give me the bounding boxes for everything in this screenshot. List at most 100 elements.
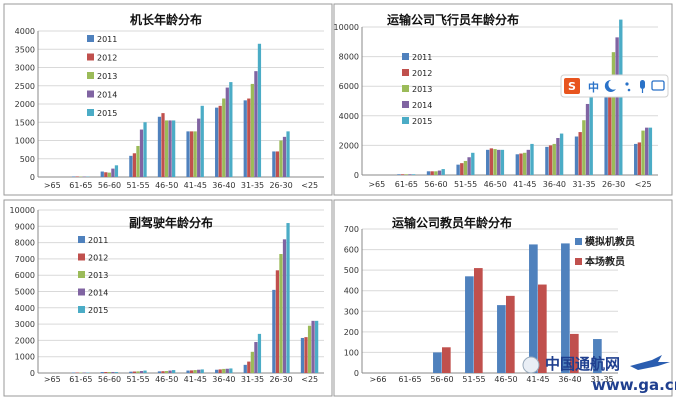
bar (225, 368, 229, 373)
bar (161, 113, 165, 177)
bar (143, 122, 147, 177)
bar (286, 131, 290, 177)
y-tick-label: 300 (344, 307, 359, 316)
y-tick-label: 0 (354, 171, 359, 180)
y-tick-label: 4000 (15, 304, 35, 313)
y-tick-label: 8000 (15, 239, 35, 248)
bar (442, 347, 451, 373)
y-tick-label: 1500 (15, 118, 35, 127)
punctuation-icon[interactable] (625, 82, 629, 86)
bar (526, 149, 531, 175)
bar (493, 149, 497, 175)
chart-panel-2: 0 2000 4000 6000 8000 10000 >65 61-65 56-60 51-55… (333, 3, 673, 196)
bar (522, 152, 527, 175)
y-tick-label: 7000 (15, 255, 35, 264)
x-tick-label: 61-65 (395, 180, 418, 189)
bar (168, 370, 172, 373)
bar (578, 132, 582, 175)
bar (500, 149, 505, 175)
bar (433, 352, 442, 373)
bar (257, 43, 262, 178)
chinese-mode-toggle[interactable]: 中 (588, 80, 599, 94)
legend-label: 2015 (412, 117, 432, 126)
legend-label: 2013 (88, 271, 108, 280)
legend-swatch (87, 72, 94, 79)
bar (315, 320, 319, 373)
bar (243, 100, 247, 177)
bar (300, 337, 305, 373)
sogou-logo-icon[interactable] (564, 78, 580, 94)
bar (136, 145, 140, 177)
bar (615, 37, 619, 175)
x-tick-label: 26-30 (269, 181, 292, 190)
microphone-icon[interactable] (640, 80, 645, 89)
bar (272, 289, 276, 373)
y-tick-label: 1000 (15, 137, 35, 146)
bar (275, 151, 280, 177)
bar (114, 372, 119, 373)
bar (215, 107, 219, 177)
bar (489, 148, 494, 175)
bar (426, 171, 431, 175)
bar (247, 361, 251, 373)
x-tick-label: 46-50 (494, 375, 517, 384)
bar (574, 136, 579, 175)
bar (397, 174, 401, 175)
bar (107, 372, 111, 373)
bar (254, 71, 258, 177)
legend-label: 2014 (88, 289, 108, 298)
bar (172, 370, 176, 373)
bar (157, 116, 162, 177)
bar (139, 129, 144, 177)
y-tick-label: 3500 (15, 45, 35, 54)
bar (243, 364, 247, 373)
bar (104, 172, 108, 177)
bar (193, 131, 197, 177)
bar (463, 160, 468, 175)
y-tick-label: 200 (344, 328, 359, 337)
keyboard-icon[interactable] (651, 80, 665, 91)
bar (143, 370, 147, 373)
bar (197, 118, 201, 177)
legend-swatch (78, 306, 85, 313)
chart-panel-4: 0 100 200 300 400 500 600 700 >66 61-65 56-60 51-55… (333, 199, 673, 397)
x-tick-label: 41-45 (184, 375, 207, 384)
y-tick-label: 9000 (15, 222, 35, 231)
bar (404, 174, 408, 175)
legend-swatch (78, 236, 85, 243)
legend-label: 2011 (412, 53, 432, 62)
bar (497, 305, 506, 373)
y-tick-label: 2000 (15, 336, 35, 345)
x-tick-label: 51-55 (462, 375, 485, 384)
bar (408, 174, 412, 175)
bar (400, 174, 405, 175)
bar (465, 276, 474, 373)
y-tick-label: 1000 (15, 353, 35, 362)
chart-title: 运输公司教员年龄分布 (392, 215, 512, 230)
bar (608, 78, 612, 175)
x-tick-label: 31-35 (590, 375, 613, 384)
y-tick-label: 3000 (15, 64, 35, 73)
bar (218, 105, 222, 177)
x-tick-label: 36-40 (212, 181, 235, 190)
wechat-icon (522, 356, 540, 374)
bar (530, 143, 534, 175)
bar (218, 369, 222, 373)
x-tick-label: 36-40 (558, 375, 581, 384)
bar (434, 171, 438, 175)
moon-icon[interactable] (604, 79, 616, 92)
bar (548, 145, 553, 175)
airplane-icon (630, 355, 670, 370)
bar (437, 170, 442, 175)
legend-swatch (402, 85, 409, 92)
y-tick-label: 100 (344, 348, 359, 357)
x-tick-label: 26-30 (269, 375, 292, 384)
legend-swatch (402, 101, 409, 108)
x-tick-label: >66 (370, 375, 387, 384)
y-tick-label: 3000 (15, 320, 35, 329)
bar (506, 295, 515, 373)
legend-label: 2012 (412, 69, 432, 78)
x-tick-label: >65 (44, 181, 61, 190)
y-tick-label: 10000 (334, 23, 359, 32)
